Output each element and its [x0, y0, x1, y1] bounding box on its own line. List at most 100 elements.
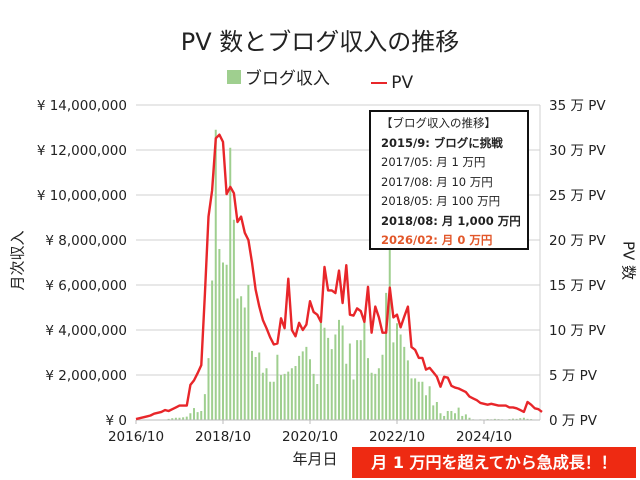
revenue-bar: [301, 351, 304, 420]
revenue-bar: [189, 413, 192, 420]
x-tick-label: 2020/10: [282, 429, 338, 445]
revenue-bar: [276, 354, 279, 420]
revenue-bar: [450, 411, 453, 420]
y-axis-right-label: PV 数: [619, 240, 638, 281]
revenue-bar: [229, 147, 232, 420]
annotation-line: 2018/08: 月 1,000 万円: [381, 213, 521, 228]
revenue-bar: [341, 325, 344, 420]
annotation-line: 2015/9: ブログに挑戦: [381, 135, 503, 150]
revenue-bar: [363, 319, 366, 420]
growth-banner: 月 1 万円を超えてから急成長！！: [352, 447, 636, 478]
revenue-bar: [283, 373, 286, 420]
y-right-tick-label: 30 万 PV: [549, 143, 606, 159]
y-left-tick-label: ¥ 10,000,000: [37, 188, 127, 204]
y-right-tick-label: 5 万 PV: [549, 368, 598, 384]
revenue-bar: [367, 358, 369, 420]
x-tick-label: 2024/10: [456, 429, 512, 445]
revenue-bar: [290, 368, 293, 420]
annotation-line: 2017/05: 月 1 万円: [381, 155, 486, 169]
revenue-bar: [207, 358, 210, 420]
revenue-bar: [178, 417, 181, 420]
revenue-bar: [251, 350, 253, 420]
revenue-bar: [240, 296, 243, 420]
revenue-bar: [211, 280, 214, 420]
revenue-bar: [468, 417, 471, 420]
revenue-bar: [196, 412, 199, 420]
y-right-tick-label: 35 万 PV: [549, 98, 606, 114]
revenue-bar: [443, 415, 446, 420]
revenue-bar: [512, 418, 514, 420]
revenue-bar: [182, 417, 185, 420]
revenue-bar: [316, 384, 319, 420]
legend: ブログ収入 PV: [0, 64, 640, 93]
revenue-bar: [265, 368, 268, 420]
annotation-line: 2018/05: 月 100 万円: [381, 194, 501, 208]
revenue-bar: [356, 340, 359, 420]
y-right-tick-label: 15 万 PV: [549, 278, 606, 294]
y-left-tick-label: ¥ 0: [106, 413, 127, 429]
revenue-bar: [464, 414, 467, 420]
revenue-bar: [385, 292, 388, 420]
legend-label-revenue: ブログ収入: [244, 69, 330, 89]
revenue-bar: [269, 381, 272, 420]
revenue-bar: [305, 346, 308, 420]
revenue-bar: [218, 249, 221, 420]
y-left-tick-label: ¥ 12,000,000: [37, 143, 127, 159]
x-tick-label: 2016/10: [108, 429, 164, 445]
revenue-bar: [247, 285, 250, 420]
y-right-tick-label: 20 万 PV: [549, 233, 606, 249]
pv-line: [135, 133, 543, 421]
revenue-bar: [327, 337, 330, 420]
revenue-bar: [352, 379, 355, 420]
revenue-bar: [519, 418, 522, 420]
y-right-tick-label: 10 万 PV: [549, 323, 606, 339]
revenue-bar: [446, 411, 449, 420]
revenue-bar: [374, 373, 377, 420]
revenue-bar: [381, 354, 384, 420]
y-right-tick-label: 0 万 PV: [549, 413, 598, 429]
annotation-line-highlight: 2026/02: 月 0 万円: [381, 233, 493, 247]
revenue-bar: [406, 360, 409, 420]
revenue-bar: [417, 381, 420, 420]
revenue-bar: [334, 334, 337, 420]
revenue-bar: [338, 319, 340, 420]
revenue-bar: [323, 327, 326, 420]
revenue-bar: [280, 375, 282, 420]
revenue-bar: [457, 407, 460, 420]
revenue-bar: [359, 340, 362, 420]
revenue-bar: [171, 418, 174, 420]
revenue-bar: [287, 371, 290, 420]
revenue-bar: [454, 413, 456, 420]
revenue-bar: [258, 352, 261, 420]
revenue-bar: [222, 262, 224, 420]
revenue-bar: [414, 378, 417, 420]
x-tick-label: 2022/10: [369, 429, 425, 445]
revenue-bar: [392, 342, 395, 420]
y-right-tick-label: 25 万 PV: [549, 188, 606, 204]
revenue-bar: [428, 386, 431, 420]
revenue-bar: [214, 129, 217, 420]
revenue-bar: [421, 381, 424, 420]
y-left-tick-label: ¥ 14,000,000: [37, 98, 127, 114]
legend-line-swatch: [371, 81, 388, 84]
revenue-bar: [461, 415, 464, 420]
revenue-bar: [232, 219, 235, 420]
revenue-bar: [522, 417, 525, 420]
revenue-bar: [185, 416, 188, 420]
revenue-bar: [167, 418, 170, 420]
x-tick-label: 2018/10: [195, 429, 251, 445]
y-left-tick-label: ¥ 2,000,000: [45, 368, 127, 384]
revenue-bar: [348, 343, 351, 420]
revenue-bar: [312, 373, 315, 420]
revenue-bar: [309, 359, 311, 420]
legend-item-revenue: ブログ収入: [226, 64, 330, 89]
revenue-bar: [493, 418, 496, 420]
annotation-line: 2017/08: 月 10 万円: [381, 174, 493, 189]
y-left-tick-label: ¥ 6,000,000: [45, 278, 127, 294]
revenue-bar: [174, 417, 177, 420]
revenue-bar: [254, 357, 257, 420]
revenue-bar: [435, 402, 438, 420]
revenue-bar: [432, 405, 435, 420]
revenue-bar: [272, 381, 275, 420]
